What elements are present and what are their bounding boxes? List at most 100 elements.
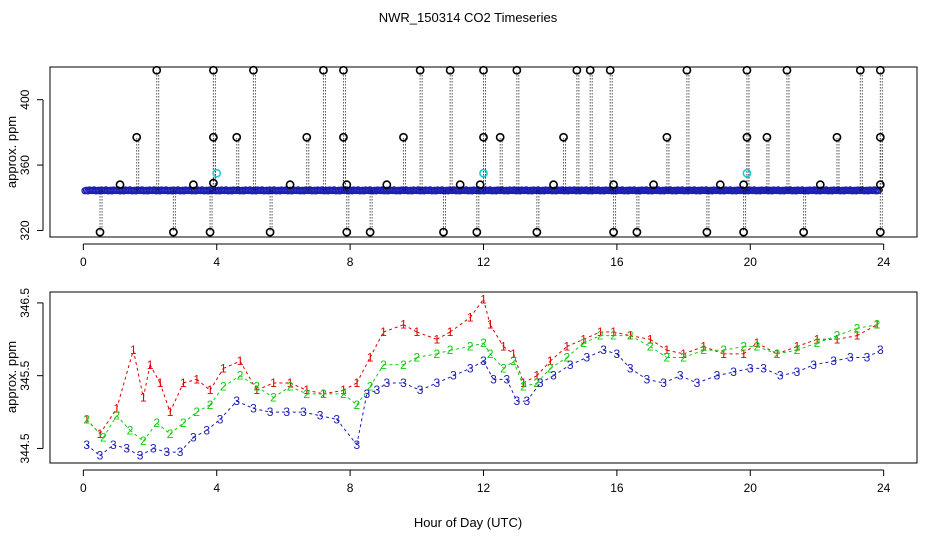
bottom-series-3-marker: 3	[490, 372, 497, 386]
bottom-series-2-marker: 2	[467, 340, 474, 354]
bottom-series-3-marker: 3	[333, 412, 340, 426]
bottom-series-1-marker: 1	[193, 372, 200, 386]
bottom-series-3-segment	[206, 418, 221, 431]
top-point-black	[342, 227, 352, 237]
bottom-series-1-segment	[196, 378, 211, 391]
bottom-series-1-marker: 1	[157, 376, 164, 390]
bottom-series-2-marker: 2	[564, 350, 571, 364]
bottom-series-1-segment	[116, 350, 134, 409]
bottom-series-1-segment	[666, 349, 684, 355]
top-point-cyan	[212, 168, 222, 178]
top-panel: 0 4 8 12 16 20 24 320 360 400 approx. ppm	[4, 65, 918, 269]
bottom-series-2-marker: 2	[580, 336, 587, 350]
bottom-series-3-marker: 3	[353, 438, 360, 452]
top-point-black	[512, 65, 522, 75]
top-point-black	[455, 180, 465, 190]
bottom-series-3-marker: 3	[217, 412, 224, 426]
top-point-black	[762, 132, 772, 142]
bottom-series-1-segment	[209, 368, 224, 391]
top-point-black	[285, 180, 295, 190]
bottom-series-1-marker: 1	[794, 340, 801, 354]
bottom-series-2-marker: 2	[127, 423, 134, 437]
bottom-series-3-marker: 3	[163, 445, 170, 459]
figure-title: NWR_150314 CO2 Timeseries	[379, 10, 558, 25]
top-point-black	[662, 132, 672, 142]
bottom-series-1-marker: 1	[130, 343, 137, 357]
bottom-series-2-marker: 2	[534, 376, 541, 390]
bottom-series-3-marker: 3	[190, 431, 197, 445]
bottom-series-1-marker: 1	[270, 376, 277, 390]
bottom-series-3-marker: 3	[627, 361, 634, 375]
top-x-tick-label: 12	[477, 255, 491, 269]
bottom-series-2-marker: 2	[237, 369, 244, 383]
bottom-series-3-marker: 3	[177, 445, 184, 459]
bottom-series-1-marker: 1	[597, 325, 604, 339]
bottom-series-1-segment	[403, 324, 418, 333]
top-point-cyan	[479, 168, 488, 178]
bottom-x-tick-label: 16	[610, 481, 624, 495]
bottom-series-3-segment	[833, 357, 851, 362]
bottom-series-2-marker: 2	[207, 398, 214, 412]
bottom-series-2-segment	[183, 411, 198, 424]
bottom-series-2-marker: 2	[740, 340, 747, 354]
bottom-series-1-segment	[436, 331, 451, 340]
bottom-series-2-marker: 2	[433, 347, 440, 361]
bottom-series-3-segment	[219, 400, 238, 420]
bottom-series-1-segment	[756, 342, 778, 355]
bottom-series-2-segment	[436, 349, 451, 355]
top-point-black	[875, 65, 885, 75]
top-point-black	[632, 227, 642, 237]
bottom-series-1-segment	[449, 317, 471, 333]
top-point-black	[475, 180, 485, 190]
bottom-series-2-marker: 2	[153, 416, 160, 430]
bottom-y-tick-label: 346.5	[18, 288, 32, 318]
bottom-series-2-marker: 2	[100, 431, 107, 445]
bottom-series-1-segment	[169, 382, 184, 413]
bottom-series-1-segment	[743, 342, 758, 355]
bottom-series-3-marker: 3	[150, 441, 157, 455]
bottom-series-1-marker: 1	[207, 383, 214, 397]
top-point-black	[399, 132, 408, 142]
bottom-series-2-marker: 2	[367, 380, 374, 394]
bottom-series-2-segment	[503, 360, 514, 369]
bottom-series-1-segment	[183, 378, 197, 384]
bottom-series-3-segment	[733, 367, 751, 373]
bottom-series-3-marker: 3	[760, 361, 767, 375]
bottom-series-3-marker: 3	[677, 369, 684, 383]
bottom-series-3-segment	[506, 379, 518, 402]
bottom-series-1-marker: 1	[680, 347, 687, 361]
bottom-series-2-marker: 2	[500, 361, 507, 375]
top-point-black	[495, 132, 505, 142]
top-x-tick-label: 0	[80, 255, 87, 269]
bottom-series-3-segment	[86, 444, 101, 457]
bottom-series-2-marker: 2	[287, 380, 294, 394]
bottom-series-3-segment	[253, 407, 271, 413]
top-point-black	[585, 65, 595, 75]
bottom-series-1-marker: 1	[534, 369, 541, 383]
bottom-series-3-marker: 3	[537, 376, 544, 390]
bottom-series-2-segment	[156, 422, 171, 435]
top-point-black	[415, 65, 425, 75]
bottom-series-3-marker: 3	[110, 438, 117, 452]
bottom-series-1-marker: 1	[400, 318, 407, 332]
bottom-series-3-segment	[336, 419, 358, 446]
bottom-series-1-segment	[469, 298, 484, 318]
top-point-black	[439, 227, 448, 237]
bottom-series-3-segment	[113, 444, 127, 449]
bottom-series-3-segment	[303, 411, 321, 417]
bottom-y-tick-label: 344.5	[18, 433, 32, 463]
bottom-series-2-marker: 2	[510, 354, 517, 368]
top-point-black	[445, 65, 455, 75]
bottom-series-2-marker: 2	[680, 350, 687, 364]
bottom-series-3-marker: 3	[794, 365, 801, 379]
bottom-series-2-marker: 2	[253, 380, 260, 394]
top-y-tick-label: 320	[18, 220, 32, 240]
bottom-series-1-marker: 1	[874, 318, 881, 332]
bottom-series-2-marker: 2	[754, 340, 761, 354]
bottom-series-1-segment	[856, 324, 878, 337]
bottom-series-2-segment	[86, 419, 104, 438]
bottom-series-3-marker: 3	[514, 394, 521, 408]
bottom-series-2-marker: 2	[814, 336, 821, 350]
top-point-black	[682, 65, 692, 75]
bottom-series-2-marker: 2	[597, 329, 604, 343]
